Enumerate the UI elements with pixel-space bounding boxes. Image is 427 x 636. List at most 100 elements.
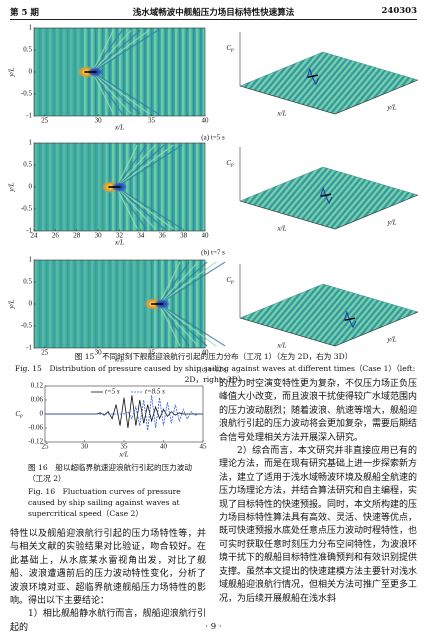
panel-label: (a) t=5 s [201,134,225,142]
page-number: · 9 · [205,622,222,632]
x-tick-label: 32 [116,232,124,240]
label-sub: p [230,48,234,53]
label-main: C [15,410,20,418]
axis-3d [239,311,419,347]
legend-label: t=8.5 s [145,388,165,396]
kelvin-wake [115,144,156,230]
x-tick-label: 40 [202,232,210,240]
kelvin-wake [91,29,123,115]
y-axis-label: Cp [15,410,23,420]
pressure-spike [343,310,357,329]
kelvin-wake [116,144,174,230]
x-tick-label: 36 [159,232,167,240]
kelvin-wake [92,29,150,115]
ship-3d [344,317,356,321]
label-main: C [226,159,231,167]
panel-label: (b) t=7 s [201,249,225,257]
z-axis-label: Cp [226,276,234,286]
z-axis-label: Cp [226,159,234,169]
x-tick-label: 40 [160,443,168,451]
fig15-caption-zh: 图 15 不同时刻下舰船迎浪航行引起的压力分布（工况 1）（左为 2D，右为 3… [74,352,353,361]
x-tick-label: 35 [148,349,156,357]
x-tick-label: 45 [200,443,208,451]
kelvin-wake [115,144,147,230]
pressure-spike [306,67,320,86]
kelvin-wake [158,261,217,347]
running-title: 浅水域畅波中舰船压力场目标特性快速算法 [132,8,295,18]
kelvin-wake [115,144,138,230]
paragraph: 2）综合而言，本文研究并非直接应用已有的理论方法，而是在现有研究基础上进一步探索… [219,446,418,604]
x-axis-label-3d: x/L [277,225,287,233]
x-tick-label: 38 [180,232,188,240]
x-axis-label: x/L [114,356,124,364]
panel-label: (c) t=12 s [200,366,227,374]
heatmap-fade [34,143,107,231]
x-tick-label: 28 [73,232,81,240]
y-tick-label: -1 [26,112,32,120]
kelvin-wake [91,29,132,115]
y-tick-label: -0.5 [21,322,33,330]
y-tick-label: -0.5 [21,205,33,213]
y-tick-label: 1 [29,24,33,32]
y-tick-label: -1 [26,344,32,352]
article-number: 240303 [381,6,418,16]
y-axis-label-3d: y/L [387,219,397,227]
x-tick-label: 35 [148,117,156,125]
figure-15: 25 30 35 40 1 0.5 0 -0.5 -1 x/L y/L Cp x/L y/L (a) t=5… [8,24,419,374]
paragraph: 特性以及舰船迎浪航行引起的压力场特性等，并与相关文献的实验结果对比验证，吻合较好… [10,529,206,607]
label-sub: p [19,414,23,419]
header-rule [10,19,417,20]
x-tick-label: 34 [137,232,145,240]
label-main: C [226,44,231,52]
x-axis-label-3d: x/L [277,110,287,118]
x-tick-label: 26 [52,232,60,240]
y-axis-label: y/L [8,182,16,192]
ship-3d [307,74,318,78]
y-tick-label: -0.06 [28,424,43,432]
x-tick-label: 30 [95,117,103,125]
kelvin-wake [158,261,226,347]
y-tick-label: 0.5 [23,278,32,286]
y-tick-label: 0 [29,183,33,191]
y-axis-label-3d: y/L [387,336,397,344]
y-tick-label: -0.12 [28,438,43,446]
y-tick-label: 0.12 [31,382,44,390]
ship-3d [321,193,332,197]
fig15-caption-en: Fig. 15 Distribution of pressure caused … [14,364,416,384]
kelvin-wake [158,261,208,347]
y-tick-label: -0.5 [21,90,33,98]
y-tick-label: 0.5 [23,46,32,54]
x-tick-label: 24 [31,232,39,240]
y-tick-label: -1 [26,227,32,235]
kelvin-wake [115,144,165,230]
x-axis-label: x/L [119,451,129,459]
y-tick-label: 0 [29,68,33,76]
y-tick-label: 1 [29,139,33,147]
x-axis-label: x/L [114,124,124,132]
fig16-caption-en: Fig. 16 Fluctuation curves of pressure c… [28,487,181,518]
line-series [45,395,203,429]
x-tick-label: 30 [95,349,103,357]
heatmap-fade [34,28,83,116]
x-tick-label: 35 [121,443,129,451]
x-tick-label: 40 [202,117,210,125]
paragraph: 1）相比舰船静水航行而言，舰船迎浪航行引起的 [10,609,206,633]
kelvin-wake [158,261,190,347]
kelvin-wake [158,261,181,347]
kelvin-wake [91,29,114,115]
pressure-spike [319,186,333,205]
heatmap-fade [34,260,150,348]
kelvin-wake [92,29,159,115]
fig16-caption-zh: 图 16 船以超临界航速迎浪航行引起的压力波动（工况 2） [28,463,192,483]
kelvin-wake [116,144,183,230]
x-tick-label: 25 [41,349,49,357]
label-main: C [226,276,231,284]
left-column: 特性以及舰船迎浪航行引起的压力场特性等，并与相关文献的实验结果对比验证，吻合较好… [10,528,206,635]
y-tick-label: 0 [40,410,44,418]
line-series [45,395,203,431]
issue: 第 5 期 [10,8,39,18]
x-tick-label: 25 [42,443,50,451]
label-sub: p [230,280,234,285]
